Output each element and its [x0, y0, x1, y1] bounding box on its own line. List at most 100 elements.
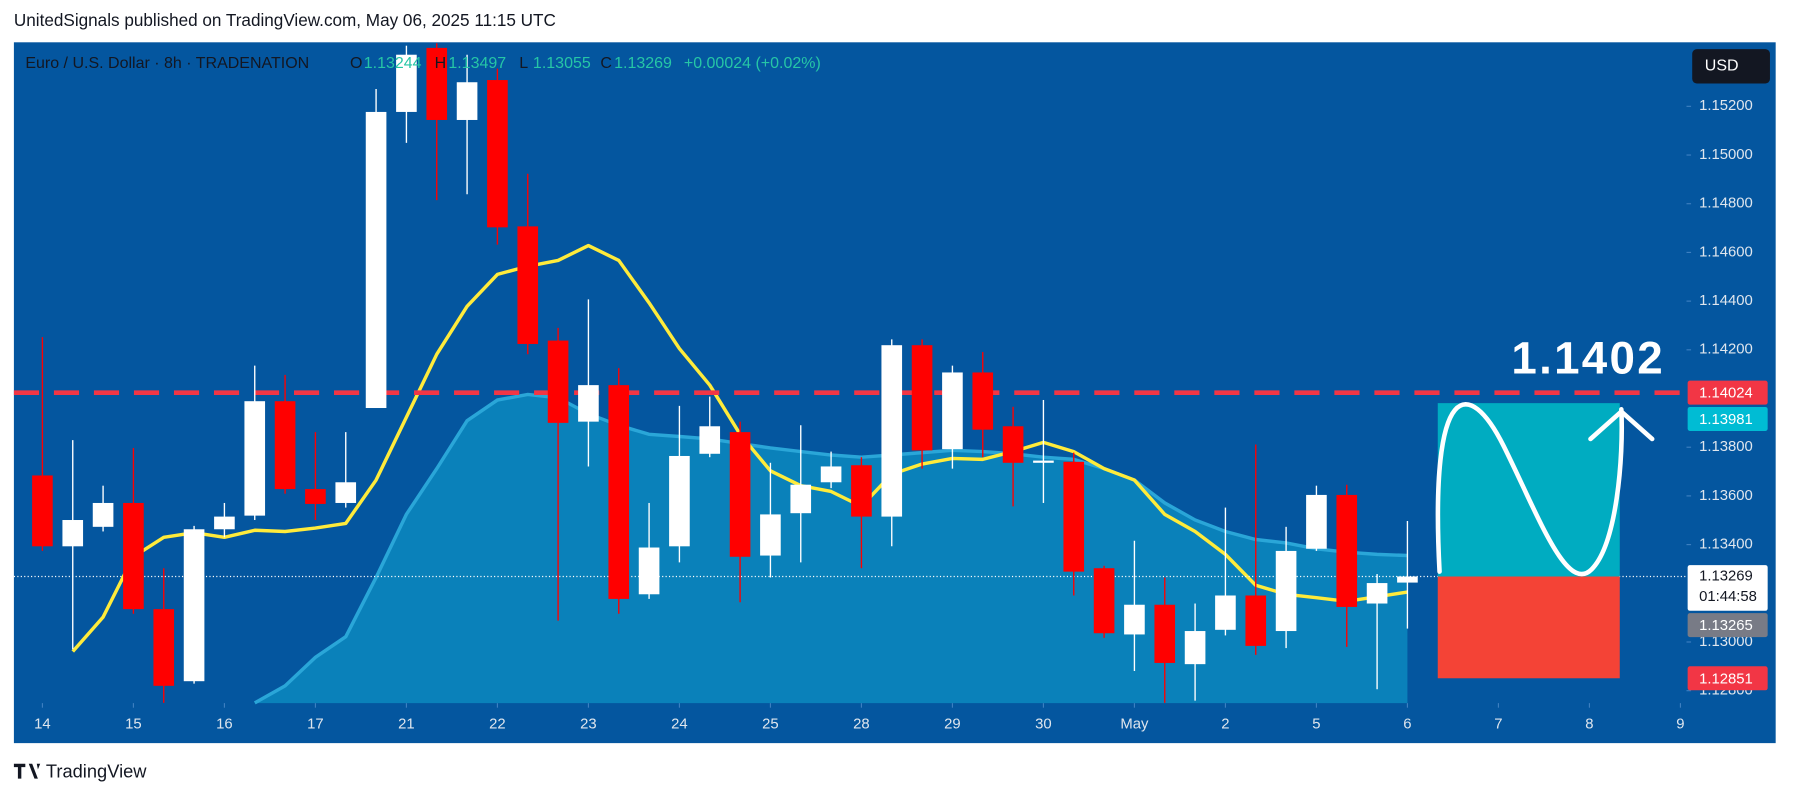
target-zone	[1437, 403, 1620, 577]
x-tick-label: 2	[1221, 717, 1229, 733]
candle-body	[1306, 494, 1327, 549]
candle-body	[1336, 494, 1358, 607]
legend-value: 1.13269	[614, 55, 672, 72]
x-tick-label: 25	[762, 717, 779, 733]
legend-value: 1.13497	[448, 55, 506, 72]
stop-zone	[1437, 576, 1620, 679]
legend-title: Euro / U.S. Dollar · 8h · TRADENATION	[25, 55, 309, 72]
legend-value: 1.13244	[364, 55, 422, 72]
candle-body	[1124, 604, 1145, 635]
x-tick-label: 21	[398, 717, 415, 733]
countdown-label: 01:44:58	[1699, 589, 1757, 605]
candle-body	[699, 426, 721, 454]
target-annotation: 1.1402	[1511, 332, 1665, 383]
price-tag-label: 1.12851	[1699, 671, 1753, 687]
price-tag	[1687, 613, 1768, 638]
candle-body	[244, 401, 266, 516]
candle-body	[608, 385, 630, 599]
candle-body	[62, 520, 84, 547]
y-tick-label: 1.14200	[1699, 342, 1753, 358]
candle-body	[1002, 426, 1024, 463]
candle-body	[669, 455, 690, 547]
current-price-label: 1.13269	[1699, 568, 1753, 584]
price-tag	[1687, 380, 1768, 405]
x-tick-label: 14	[34, 717, 51, 733]
candle-body	[1033, 460, 1054, 463]
candle-body	[851, 465, 872, 517]
price-tag	[1687, 406, 1768, 431]
y-tick-label: 1.13800	[1699, 439, 1753, 455]
x-tick-label: May	[1120, 717, 1149, 733]
candle-body	[487, 80, 508, 228]
x-tick-label: 23	[580, 717, 597, 733]
band-fill	[254, 394, 1408, 704]
candle-body	[1184, 631, 1206, 665]
x-tick-label: 15	[125, 717, 142, 733]
candle-body	[183, 529, 205, 682]
candle-body	[1275, 550, 1297, 632]
y-tick-label: 1.14600	[1699, 244, 1753, 260]
x-tick-label: 8	[1585, 717, 1593, 733]
candle-body	[1093, 568, 1115, 634]
candle-body	[335, 482, 357, 503]
x-tick-label: 29	[944, 717, 961, 733]
legend-key: C	[600, 55, 612, 72]
y-tick-label: 1.15000	[1699, 147, 1753, 163]
x-tick-label: 6	[1403, 717, 1411, 733]
candle-body	[1154, 604, 1176, 663]
x-tick-label: 9	[1676, 717, 1684, 733]
x-tick-label: 30	[1035, 717, 1052, 733]
candle-body	[1245, 595, 1267, 646]
candle-body	[274, 401, 296, 490]
price-tag-label: 1.13981	[1699, 412, 1753, 428]
candle-body	[1063, 461, 1085, 572]
candle-body	[972, 372, 994, 430]
candle-body	[396, 54, 417, 112]
x-tick-label: 24	[671, 717, 688, 733]
price-tag	[1687, 666, 1768, 691]
candle-body	[547, 340, 569, 423]
candle-body	[32, 475, 53, 547]
publish-header: UnitedSignals published on TradingView.c…	[14, 10, 556, 30]
candle-body	[760, 514, 781, 556]
candle-body	[578, 385, 599, 422]
candle-body	[942, 372, 963, 450]
plot: 1.15200 1.15000 1.14800 1.14600 1.14400 1.142…	[13, 43, 1770, 733]
x-tick-label: 5	[1312, 717, 1320, 733]
y-tick-label: 1.13000	[1699, 634, 1753, 650]
projection-arrow	[1588, 409, 1655, 442]
y-tick-label: 1.14800	[1699, 196, 1753, 212]
currency-button	[1692, 49, 1770, 84]
candle-body	[365, 111, 387, 409]
price-tag-label: 1.14024	[1699, 386, 1753, 402]
x-tick-label: 16	[216, 717, 233, 733]
x-tick-label: 28	[853, 717, 870, 733]
footer-brand: TradingView	[46, 761, 147, 782]
candle-body	[1215, 595, 1236, 630]
candle-body	[1397, 576, 1418, 583]
y-tick-label: 1.15200	[1699, 98, 1753, 114]
currency-label: USD	[1705, 58, 1739, 75]
candle-body	[820, 466, 842, 483]
legend-key: H	[435, 55, 447, 72]
candle-body	[214, 516, 235, 530]
projection-curve	[1435, 402, 1625, 577]
candle-body	[456, 82, 478, 120]
candle-body	[426, 47, 448, 120]
candle-body	[638, 547, 660, 595]
candle-body	[92, 502, 114, 527]
candle-body	[729, 432, 751, 557]
candle-body	[1366, 583, 1388, 604]
x-tick-label: 17	[307, 717, 324, 733]
candle-body	[911, 345, 933, 451]
legend-key: O	[350, 55, 362, 72]
candle-body	[517, 226, 539, 344]
y-tick-label: 1.13600	[1699, 488, 1753, 504]
legend-key: L	[519, 55, 528, 72]
legend-change: +0.00024 (+0.02%)	[684, 55, 821, 72]
price-tag-label: 1.13265	[1699, 618, 1753, 634]
x-tick-label: 22	[489, 717, 506, 733]
y-tick-label: 1.14400	[1699, 293, 1753, 309]
